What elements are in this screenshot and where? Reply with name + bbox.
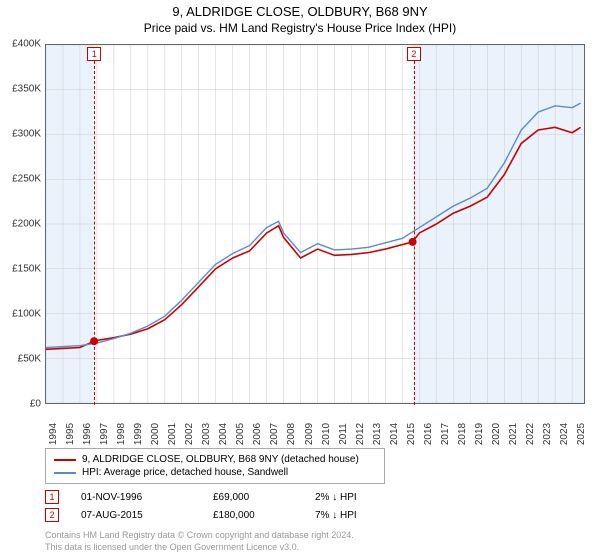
transaction-row: 1 01-NOV-1996 £69,000 2% ↓ HPI [45,488,385,506]
chart-container: 9, ALDRIDGE CLOSE, OLDBURY, B68 9NY Pric… [0,0,600,560]
x-tick-label: 2020 [491,423,502,445]
x-tick-label: 1997 [99,423,110,445]
transaction-price: £180,000 [213,510,293,521]
x-tick-label: 2016 [423,423,434,445]
y-tick-label: £100K [12,309,41,320]
x-axis: 1994 1995 1996 1997 1998 1999 2000 2001 2002 2003… [45,404,585,444]
legend-label-1: 9, ALDRIDGE CLOSE, OLDBURY, B68 9NY (det… [82,454,359,465]
x-tick-label: 2022 [525,423,536,445]
transaction-row: 2 07-AUG-2015 £180,000 7% ↓ HPI [45,506,385,524]
x-tick-label: 2010 [321,423,332,445]
x-tick-label: 1996 [82,423,93,445]
x-tick-label: 2003 [201,423,212,445]
x-tick-label: 2015 [406,423,417,445]
x-tick-label: 1998 [116,423,127,445]
x-tick-label: 2001 [167,423,178,445]
x-tick-label: 2011 [338,423,349,445]
x-tick-label: 2005 [235,423,246,445]
y-tick-label: £350K [12,84,41,95]
x-tick-label: 2012 [355,423,366,445]
x-tick-label: 1995 [65,423,76,445]
transaction-delta: 2% ↓ HPI [315,492,385,503]
legend: 9, ALDRIDGE CLOSE, OLDBURY, B68 9NY (det… [45,448,385,484]
y-axis: £0£50K£100K£150K£200K£250K£300K£350K£400… [0,44,45,404]
y-tick-label: £400K [12,39,41,50]
transaction-date: 01-NOV-1996 [81,492,191,503]
x-tick-label: 2002 [184,423,195,445]
x-tick-label: 2018 [457,423,468,445]
legend-swatch-1 [54,459,76,461]
x-tick-label: 1999 [133,423,144,445]
legend-label-2: HPI: Average price, detached house, Sand… [82,467,288,478]
x-tick-label: 2025 [576,423,587,445]
chart-subtitle: Price paid vs. HM Land Registry's House … [0,19,600,35]
chart-title: 9, ALDRIDGE CLOSE, OLDBURY, B68 9NY [0,0,600,19]
x-tick-label: 2000 [150,423,161,445]
attrib-line-1: Contains HM Land Registry data © Crown c… [45,530,354,542]
x-tick-label: 2004 [218,423,229,445]
attribution: Contains HM Land Registry data © Crown c… [45,530,354,553]
y-tick-label: £300K [12,129,41,140]
transaction-delta: 7% ↓ HPI [315,510,385,521]
x-tick-label: 2021 [508,423,519,445]
x-tick-label: 2017 [440,423,451,445]
x-tick-label: 2008 [286,423,297,445]
transaction-marker: 1 [45,490,59,504]
x-tick-label: 2007 [269,423,280,445]
legend-swatch-2 [54,472,76,474]
x-tick-label: 2009 [304,423,315,445]
transaction-price: £69,000 [213,492,293,503]
y-tick-label: £200K [12,219,41,230]
y-tick-label: £250K [12,174,41,185]
x-tick-label: 2024 [559,423,570,445]
x-tick-label: 2019 [474,423,485,445]
x-tick-label: 1994 [48,423,59,445]
y-tick-label: £50K [18,354,41,365]
x-tick-label: 2006 [252,423,263,445]
x-tick-label: 2023 [542,423,553,445]
chart-marker-2: 2 [407,47,421,61]
x-tick-label: 2014 [389,423,400,445]
x-tick-label: 2013 [372,423,383,445]
attrib-line-2: This data is licensed under the Open Gov… [45,542,354,554]
chart-marker-1: 1 [87,47,101,61]
y-tick-label: £150K [12,264,41,275]
transactions-table: 1 01-NOV-1996 £69,000 2% ↓ HPI 2 07-AUG-2015 £… [45,488,385,524]
chart-svg [46,45,584,403]
transaction-date: 07-AUG-2015 [81,510,191,521]
legend-item: HPI: Average price, detached house, Sand… [54,466,376,479]
plot-area: 12 [45,44,585,404]
legend-item: 9, ALDRIDGE CLOSE, OLDBURY, B68 9NY (det… [54,453,376,466]
transaction-marker: 2 [45,508,59,522]
y-tick-label: £0 [30,399,41,410]
